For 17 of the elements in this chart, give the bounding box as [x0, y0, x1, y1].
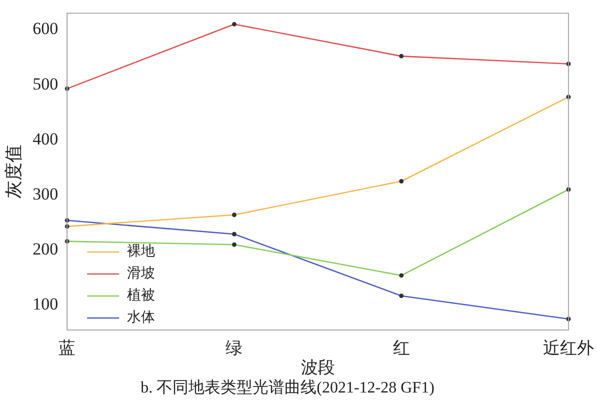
legend-label: 滑坡	[127, 266, 156, 282]
y-tick-label: 600	[32, 19, 58, 38]
x-tick-label: 绿	[226, 338, 243, 358]
legend-label: 裸地	[127, 244, 156, 260]
y-axis-title: 灰度值	[4, 144, 24, 199]
y-tick-label: 100	[32, 294, 58, 314]
x-axis-title: 波段	[300, 358, 335, 378]
y-tick-label: 300	[32, 184, 58, 204]
legend-label: 植被	[127, 288, 156, 304]
legend-label: 水体	[127, 310, 156, 326]
text: b. 不同地表类型光谱曲线(2021-12-28 GF1)	[140, 378, 434, 397]
y-tick-label: 200	[32, 240, 58, 259]
y-tick-label: 500	[32, 74, 58, 94]
x-tick-label: 蓝	[58, 338, 76, 358]
x-tick-label: 近红外	[543, 338, 594, 358]
y-tick-label: 400	[32, 129, 58, 148]
x-tick-label: 红	[392, 338, 410, 358]
